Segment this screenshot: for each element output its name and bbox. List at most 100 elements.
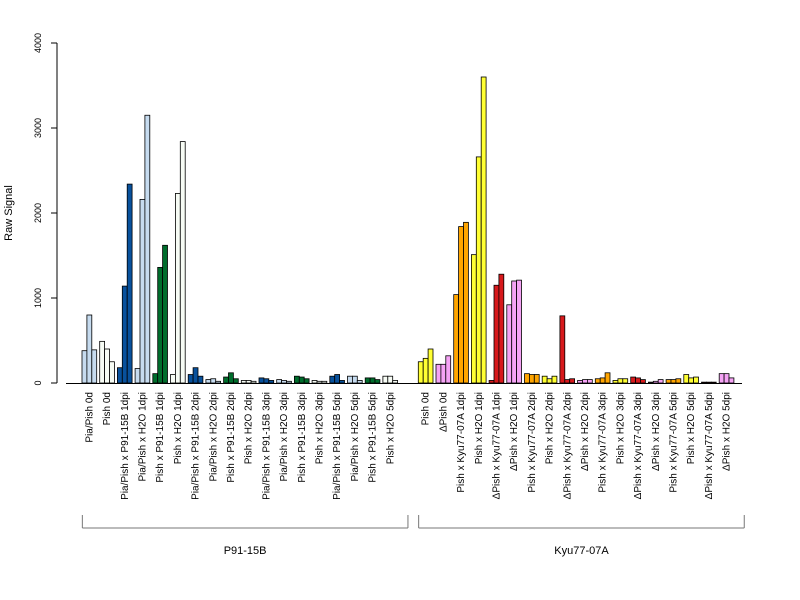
bar [594,378,601,384]
group-label: Kyu77-07A [554,545,609,557]
category-label: Pia/Pish x H2O 5dpi [350,392,361,482]
bar [162,244,168,384]
bar [281,380,287,384]
bar [245,380,252,384]
bar [622,378,629,384]
category-label: Pish x H2O 1dpi [474,392,485,464]
bar [635,377,641,384]
y-tick-label: 2000 [33,203,43,223]
bar [347,375,353,384]
category-label: Pia/Pish x P91-15B 2dpi [191,392,202,500]
bar [541,375,548,384]
bar [205,379,212,384]
category-label: ΔPish x H2O 1dpi [509,392,520,471]
category-label: Pish x P91-15B 3dpi [297,392,308,483]
bar [582,379,588,384]
bar [121,285,128,384]
bar [533,374,540,384]
bar [364,377,371,384]
category-label: Pia/Pish x H2O 1dpi [137,392,148,482]
category-label: ΔPish x H2O 2dpi [580,392,591,471]
category-label: Pish x H2O 3dpi [615,392,626,464]
bar [192,367,199,384]
bar [126,183,133,384]
bar [440,363,447,384]
bar [316,380,323,384]
category-label: Pish x H2O 3dpi [314,392,325,464]
bar [688,377,695,384]
category-label: Pish x Kyu77-07A 2dpi [527,392,538,493]
bar [298,376,305,384]
bar [240,380,247,384]
bar [276,379,283,384]
bar [152,373,159,384]
category-label: ΔPish x Kyu77-07A 5dpi [704,392,715,499]
category-label: Pish x Kyu77-07A 1dpi [456,392,467,493]
y-tick-label: 0 [33,380,43,385]
bar [718,373,725,384]
bar [498,273,505,384]
bar [263,378,270,384]
bar [392,380,399,384]
bar [99,340,105,384]
bar [356,380,363,384]
bar [144,114,151,384]
bar [417,361,424,384]
group-label: P91-15B [224,545,267,557]
bar [675,378,682,384]
category-label: ΔPish x H2O 5dpi [722,392,733,471]
category-label: Pish x H2O 2dpi [244,392,255,464]
category-label: ΔPish x Kyu77-07A 1dpi [491,392,502,499]
y-axis: 0 1000 2000 3000 4000 [33,33,58,386]
bar [470,254,477,384]
y-axis-label: Raw Signal [3,185,15,241]
bar [617,378,624,384]
bar [604,372,611,384]
category-label: Pia/Pish x P91-15B 3dpi [261,392,272,500]
bar [351,375,358,384]
bar [683,374,690,384]
bar [321,380,328,384]
bar [174,193,181,384]
bar [435,363,442,384]
bar [710,381,717,384]
bar [693,376,699,384]
bar [480,76,487,384]
bar [546,378,553,384]
category-label: Pish x H2O 5dpi [686,392,697,464]
bar [569,378,576,384]
y-tick-label: 3000 [33,118,43,138]
bar [648,381,654,384]
y-tick-label: 1000 [33,288,43,308]
x-axis-labels: Pia/Pish 0d Pish 0d Pia/Pish x P91-15B 1dp… [84,392,732,500]
category-label: ΔPish x Kyu77-07A 3dpi [633,392,644,499]
bar [339,380,345,384]
bar [228,372,234,384]
category-label: Pish 0d [102,392,113,425]
bar [506,304,513,384]
bar [577,380,583,384]
bar [81,350,88,384]
category-label: Pia/Pish 0d [84,392,95,443]
bar [463,221,469,384]
category-label: Pish x P91-15B 5dpi [368,392,379,483]
category-label: Pish x H2O 5dpi [385,392,396,464]
bar [374,379,381,384]
bar [524,373,530,384]
bar [612,380,619,384]
bar [493,284,500,384]
bar [334,374,341,384]
bar [599,377,606,384]
category-label: ΔPish x H2O 3dpi [651,392,662,471]
bar [382,375,389,384]
bar [329,375,336,384]
bar [187,374,194,384]
bar [516,279,522,384]
bar [387,375,394,384]
bar [369,377,376,384]
bar [422,357,429,384]
group-brackets: P91-15B Kyu77-07A [81,515,745,557]
bar [250,380,257,384]
bar [511,280,518,384]
